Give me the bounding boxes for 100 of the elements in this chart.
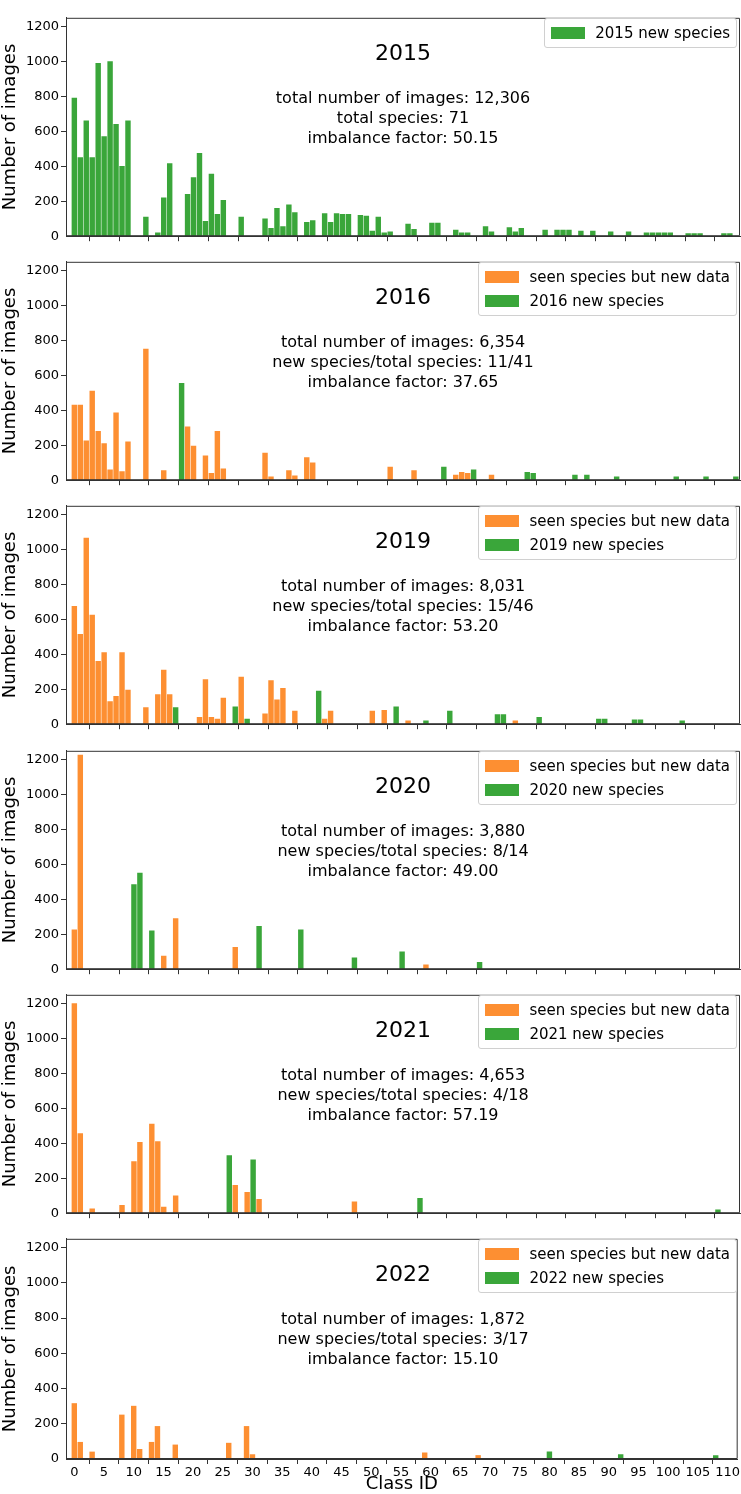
legend-label: seen species but new data — [529, 268, 730, 287]
x-tick-label: 110 — [715, 1464, 740, 1480]
y-tick-label: 1000 — [25, 1029, 59, 1045]
annotation: total number of images: 8,031 — [280, 576, 526, 597]
y-tick-label: 400 — [34, 1379, 59, 1395]
y-tick-label: 1200 — [25, 262, 59, 278]
y-tick-label: 400 — [34, 401, 59, 417]
annotation: total number of images: 1,872 — [280, 1309, 526, 1329]
annotation: total number of images: 6,354 — [280, 332, 526, 353]
y-axis-title: Number of images — [0, 532, 20, 699]
y-axis-title: Number of images — [0, 776, 20, 943]
legend-label: seen species but new data — [529, 1000, 730, 1019]
y-tick-label: 400 — [34, 157, 59, 173]
text: 2015 — [375, 40, 431, 65]
x-tick-label: 10 — [125, 1464, 142, 1480]
text: 2022 — [375, 1261, 431, 1286]
y-tick-label: 1000 — [25, 785, 59, 801]
y-tick-label: 200 — [34, 1169, 59, 1185]
y-tick-label: 800 — [34, 87, 59, 103]
x-tick-label: 45 — [333, 1464, 350, 1480]
y-tick-label: 200 — [34, 192, 59, 208]
y-tick-label: 1200 — [25, 506, 59, 522]
y-axis-title: Number of images — [0, 1020, 20, 1188]
annotation: new species/total species: 4/18 — [277, 1084, 529, 1105]
text: 2021 — [375, 1016, 431, 1042]
legend-label: 2015 new species — [595, 24, 730, 42]
text: 2019 — [375, 528, 431, 554]
y-tick-label: 0 — [50, 1450, 59, 1466]
y-tick-label: 800 — [34, 820, 59, 836]
annotation: total species: 71 — [336, 108, 470, 128]
y-tick-label: 400 — [34, 646, 59, 662]
annotation: total number of images: 12,306 — [275, 88, 531, 108]
y-tick-label: 400 — [34, 890, 59, 906]
legend-label: 2022 new species — [529, 1269, 665, 1287]
annotation: new species/total species: 8/14 — [277, 840, 529, 861]
legend-label: seen species but new data — [529, 512, 730, 531]
x-tick-label: 25 — [214, 1464, 232, 1480]
y-tick-label: 600 — [34, 1099, 59, 1115]
annotation: total number of images: 4,653 — [280, 1064, 526, 1085]
y-tick-label: 0 — [50, 471, 59, 487]
y-tick-label: 1000 — [25, 52, 59, 68]
y-tick-label: 200 — [34, 1415, 59, 1431]
x-tick-label: 55 — [392, 1464, 410, 1480]
text: 2016 — [375, 284, 431, 310]
y-tick-label: 1200 — [25, 1238, 59, 1254]
annotation: imbalance factor: 50.15 — [307, 128, 499, 148]
annotation: new species/total species: 11/41 — [272, 352, 534, 373]
x-tick-label: 90 — [600, 1464, 618, 1480]
y-tick-label: 600 — [34, 122, 59, 138]
legend-label: 2021 new species — [529, 1024, 665, 1043]
x-tick-label: 65 — [452, 1464, 469, 1480]
x-tick-label: 75 — [511, 1464, 528, 1480]
y-tick-label: 800 — [34, 331, 59, 347]
y-tick-label: 400 — [34, 1134, 59, 1150]
y-tick-label: 600 — [34, 1344, 59, 1360]
x-tick-label: 20 — [184, 1464, 202, 1480]
annotation: total number of images: 3,880 — [280, 820, 526, 841]
y-tick-label: 0 — [50, 715, 59, 731]
y-axis-title: Number of images — [0, 43, 20, 211]
y-tick-label: 0 — [50, 960, 59, 976]
y-tick-label: 1200 — [25, 994, 59, 1010]
x-tick-label: 0 — [70, 1464, 79, 1480]
legend-label: 2019 new species — [529, 536, 665, 555]
y-tick-label: 1000 — [25, 541, 59, 557]
y-tick-label: 1200 — [25, 750, 59, 766]
x-tick-label: 30 — [244, 1464, 261, 1480]
y-tick-label: 1000 — [25, 1274, 59, 1290]
y-tick-label: 200 — [34, 681, 59, 697]
y-tick-label: 800 — [34, 576, 59, 592]
y-tick-label: 600 — [34, 366, 59, 382]
y-tick-label: 800 — [34, 1309, 59, 1325]
annotation: new species/total species: 15/46 — [272, 596, 534, 617]
x-tick-label: 40 — [303, 1464, 321, 1480]
y-axis-title: Number of images — [0, 1265, 20, 1433]
x-tick-label: 70 — [481, 1464, 499, 1480]
y-tick-label: 200 — [34, 436, 59, 452]
legend-label: 2020 new species — [529, 780, 665, 799]
annotation: new species/total species: 3/17 — [277, 1329, 529, 1349]
y-tick-label: 600 — [34, 611, 59, 627]
x-tick-label: 5 — [99, 1464, 109, 1480]
annotation: imbalance factor: 57.19 — [307, 1104, 499, 1125]
annotation: imbalance factor: 15.10 — [307, 1349, 499, 1369]
y-tick-label: 600 — [34, 855, 59, 871]
x-tick-label: 95 — [630, 1464, 647, 1480]
y-tick-label: 1200 — [25, 17, 59, 33]
y-tick-label: 200 — [34, 925, 59, 941]
legend-label: 2016 new species — [529, 292, 665, 311]
annotation: imbalance factor: 37.65 — [307, 372, 499, 393]
y-tick-label: 0 — [50, 227, 59, 243]
legend-label: seen species but new data — [529, 1245, 730, 1263]
y-tick-label: 800 — [34, 1064, 59, 1080]
x-tick-label: 15 — [155, 1464, 172, 1480]
legend-label: seen species but new data — [529, 756, 730, 775]
y-axis-title: Number of images — [0, 287, 20, 455]
y-tick-label: 0 — [50, 1204, 59, 1220]
x-tick-label: 35 — [273, 1464, 291, 1480]
x-tick-label: 85 — [570, 1464, 588, 1480]
annotation: imbalance factor: 49.00 — [307, 860, 499, 881]
y-tick-label: 1000 — [25, 297, 59, 313]
text: 2020 — [375, 772, 431, 798]
